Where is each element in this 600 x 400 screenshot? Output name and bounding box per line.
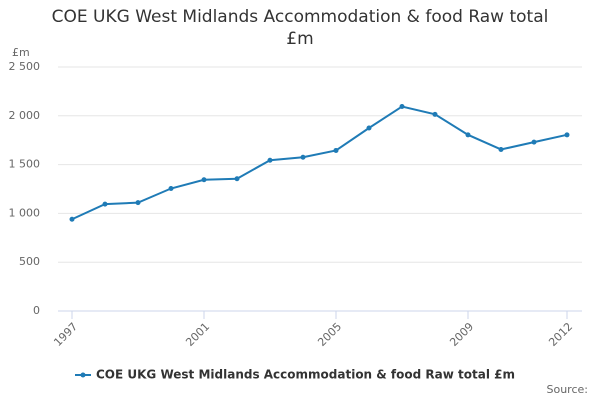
data-point [399, 104, 405, 110]
data-point [300, 154, 306, 160]
data-point [102, 201, 108, 207]
x-tick-label: 2009 [447, 320, 476, 349]
data-point [465, 132, 471, 138]
data-point [333, 147, 339, 153]
x-tick-label: 2012 [546, 320, 575, 349]
data-point [234, 176, 240, 182]
x-tick-label: 1997 [51, 320, 80, 349]
y-tick-label: 2 000 [9, 109, 41, 122]
data-point [432, 111, 438, 117]
y-tick-label: 2 500 [9, 60, 41, 73]
data-point [531, 139, 537, 145]
y-axis-label: £m [12, 46, 30, 59]
y-tick-label: 500 [19, 255, 40, 268]
x-tick-label: 2001 [183, 320, 212, 349]
data-point [498, 146, 504, 152]
legend-label: COE UKG West Midlands Accommodation & fo… [96, 368, 515, 382]
x-tick-label: 2005 [315, 320, 344, 349]
data-point [267, 157, 273, 163]
legend-marker [80, 372, 86, 378]
data-point [201, 177, 207, 183]
chart-title: COE UKG West Midlands Accommodation & fo… [51, 7, 549, 49]
data-point [366, 125, 372, 131]
data-point [69, 216, 75, 222]
data-point [168, 186, 174, 192]
y-tick-label: 0 [33, 304, 40, 317]
data-point [135, 200, 141, 206]
y-tick-label: 1 000 [9, 206, 41, 219]
series-line [71, 105, 568, 221]
data-point [564, 132, 570, 138]
source: Source: [547, 383, 589, 396]
y-tick-label: 1 500 [9, 158, 41, 171]
